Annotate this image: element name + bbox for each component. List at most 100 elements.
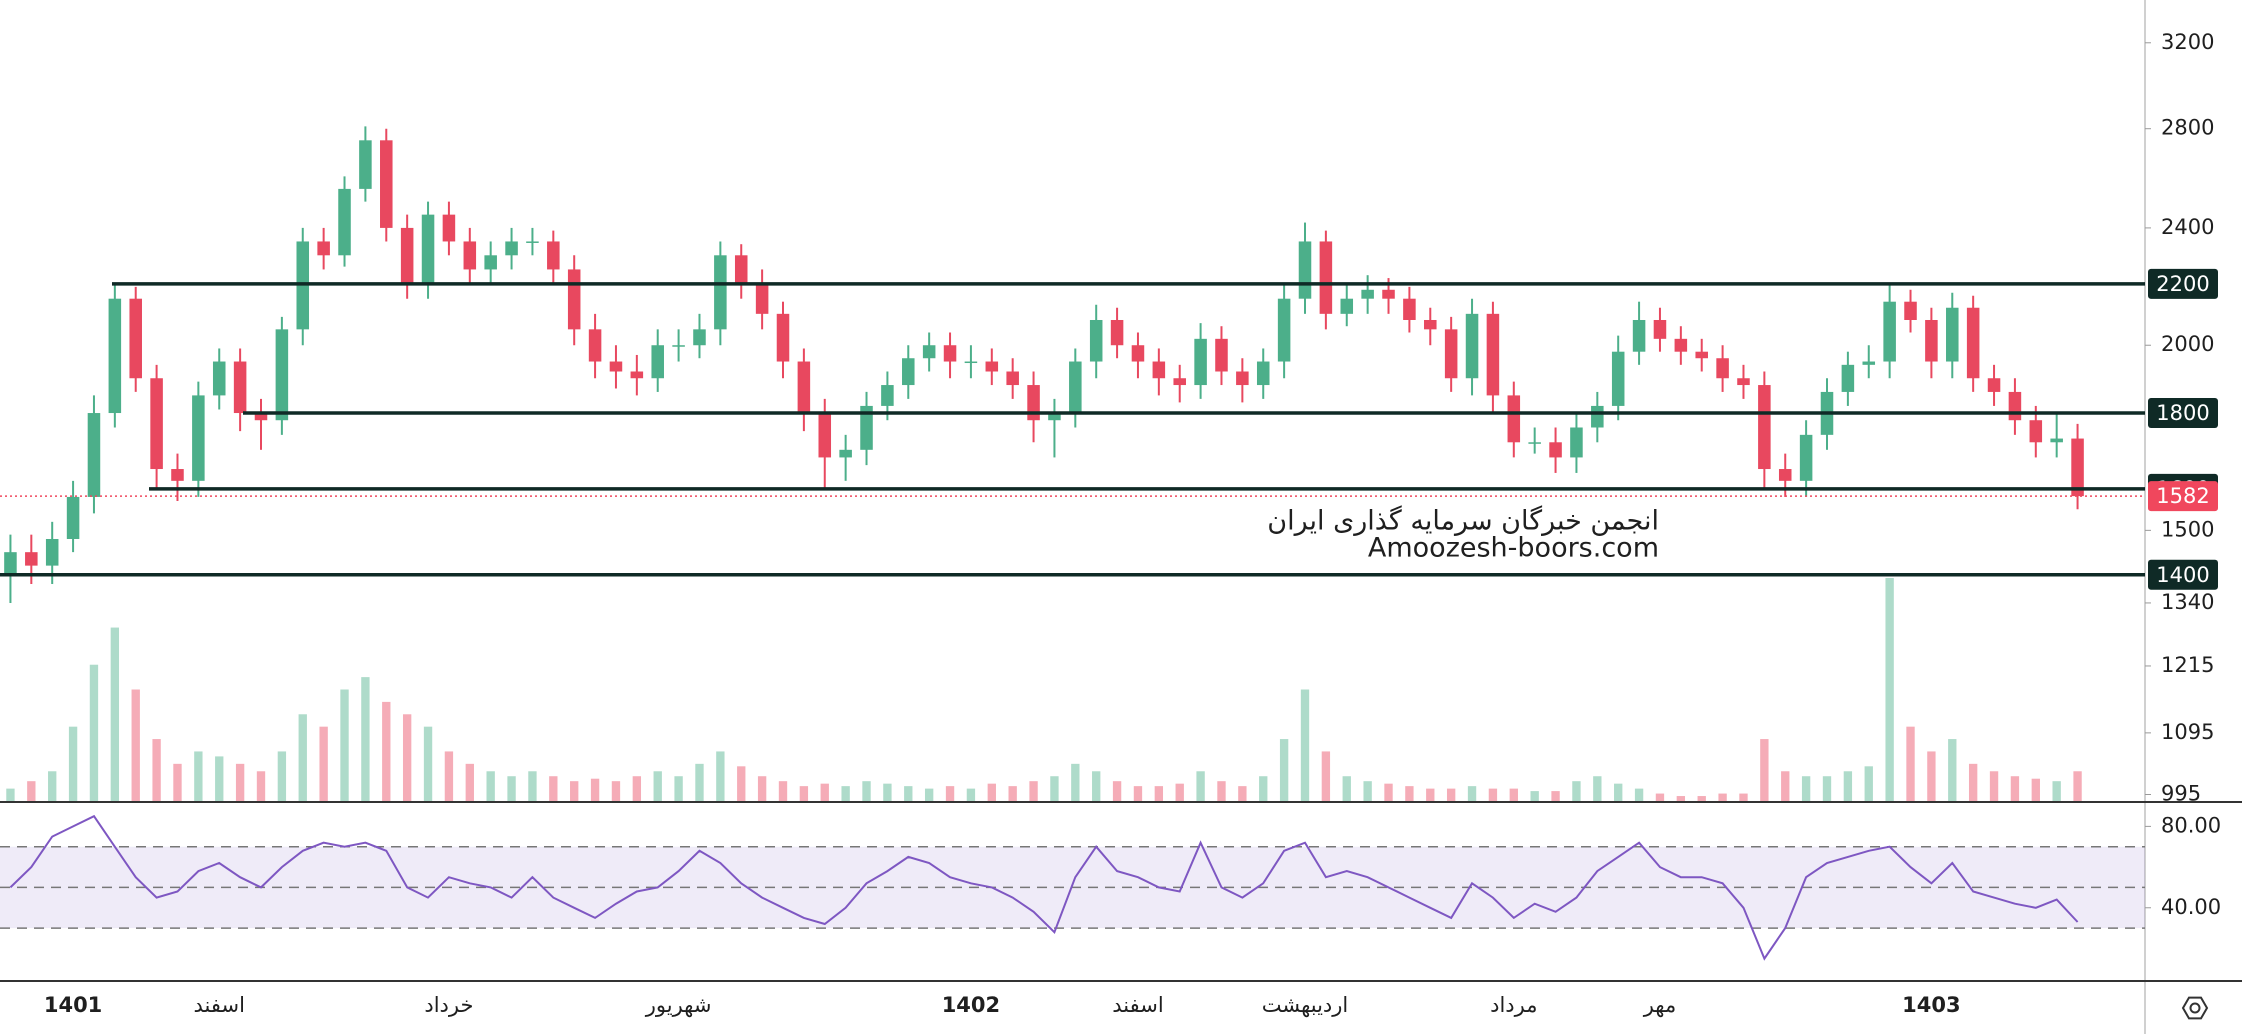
volume-bar [27,781,36,801]
candle-body [2071,438,2084,497]
y-tick-label: 1095 [2161,720,2214,744]
candle-body [1382,289,1395,299]
volume-bar [465,763,474,801]
candle-body [1611,351,1625,406]
candle-body [1507,395,1521,443]
volume-bar [1279,739,1289,801]
volume-bar [1739,793,1748,801]
volume-bar [924,788,934,801]
volume-bar [1488,788,1498,801]
x-tick-label: اسفند [194,993,245,1017]
candle-body [1486,313,1500,396]
y-tick-label: 2000 [2161,332,2214,356]
candle-body [985,361,999,372]
volume-bar [1551,791,1560,801]
volume-bar [1092,771,1101,801]
volume-bar [1843,771,1853,801]
volume-bar [1154,786,1164,801]
watermark-url: Amoozesh-boors.com [1368,533,1659,564]
volume-bar [1801,776,1811,801]
volume-bar [2052,781,2061,801]
volume-bar [757,776,767,801]
volume-bar [152,739,161,801]
candle-body [588,329,602,362]
volume-bar [131,689,140,801]
y-tick-label: 1215 [2161,653,2214,677]
volume-bar [966,788,976,801]
candle-body [1006,371,1019,386]
volume-bar [799,786,809,801]
volume-bar [215,756,224,801]
rsi-tick-label: 80.00 [2161,813,2221,837]
candle-body [1236,371,1249,386]
candle-body [380,140,393,228]
volume-bar [549,776,558,801]
candle-body [1841,364,1855,392]
volume-bar [2010,776,2020,801]
volume-bar [235,763,245,801]
volume-bar [1238,786,1247,801]
candle-body [1862,361,1876,365]
candle-body [839,449,852,458]
volume-bar [1133,786,1143,801]
level-label-box [2148,398,2218,429]
candle-body [881,385,894,406]
volume-bar [590,778,600,801]
volume-bar [194,751,203,801]
candle-body [1758,385,1771,470]
volume-bar [1426,788,1435,801]
candle-body [1946,307,1959,362]
candle-body [1424,319,1437,330]
candle-body [359,140,372,189]
volume-bar [1530,791,1539,801]
volume-bar [1259,776,1268,801]
x-tick-label: اردیبهشت [1262,993,1349,1017]
volume-bar [1885,578,1894,801]
candle-body [442,214,456,242]
settings-icon[interactable] [2181,996,2209,1020]
watermark-title: انجمن خبرگان سرمایه گذاری ایران [1267,505,1659,537]
last-price-label: 1582 [2156,484,2209,508]
level-label: 1800 [2156,401,2209,425]
volume-bar [1948,739,1957,801]
volume-bar [1676,796,1686,801]
candle-body [1716,358,1729,379]
volume-bar [319,726,328,801]
y-tick-label: 1340 [2161,590,2214,614]
volume-bar [1906,726,1915,801]
candle-body [1256,361,1270,386]
candle-body [2050,438,2063,443]
x-tick-label: شهریور [645,993,712,1017]
candle-body [922,345,936,359]
candle-body [1361,289,1374,299]
candle-body [192,395,205,481]
y-tick-label: 2400 [2161,215,2214,239]
volume-bar [1050,776,1059,801]
candle-body [1465,313,1479,379]
candle-body [1570,427,1583,458]
volume-bar [1989,771,1999,801]
candle-body [567,269,581,330]
volume-bar [1342,776,1351,801]
volume-bar [820,783,829,801]
candle-body [1277,298,1291,362]
candle-body [4,552,17,575]
candle-body [526,241,539,243]
candle-body [943,345,957,362]
candle-body [1925,319,1938,362]
volume-bar [68,726,78,801]
volume-bar [486,771,495,801]
volume-bar [256,771,266,801]
volume-bar [1697,796,1706,801]
volume-bar [1927,751,1936,801]
rsi-tick-label: 40.00 [2161,895,2221,919]
volume-bar [1384,783,1393,801]
volume-bar [1071,763,1080,801]
rsi-line [9,814,2079,961]
candle-body [1152,361,1166,379]
candle-body [964,361,978,364]
candle-body [338,188,351,256]
candle-body [129,298,142,379]
volume-bar [2073,771,2082,801]
candle-body [505,241,518,256]
